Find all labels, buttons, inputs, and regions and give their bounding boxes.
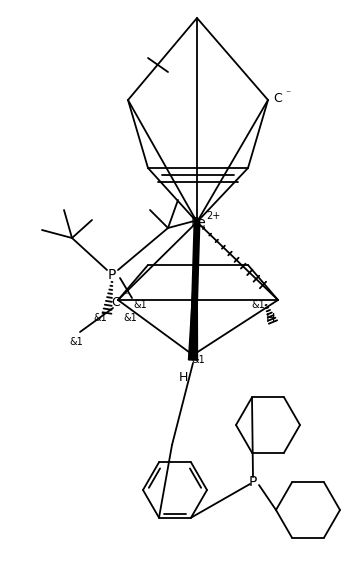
Text: H: H [265,311,275,324]
Text: &1: &1 [93,313,107,323]
Text: P: P [108,268,116,282]
Polygon shape [188,222,197,360]
Text: C: C [112,295,121,308]
Text: ⁻: ⁻ [285,89,290,99]
Text: Fe: Fe [191,216,207,230]
Text: &1: &1 [123,313,137,323]
Text: P: P [249,475,257,489]
Text: H: H [178,370,188,384]
Text: 2+: 2+ [206,211,220,221]
Text: &1: &1 [69,337,83,347]
Text: &1: &1 [191,355,205,365]
Text: &1: &1 [251,300,265,310]
Text: ⁻: ⁻ [123,291,129,301]
Text: C: C [274,92,282,105]
Text: &1: &1 [133,300,147,310]
